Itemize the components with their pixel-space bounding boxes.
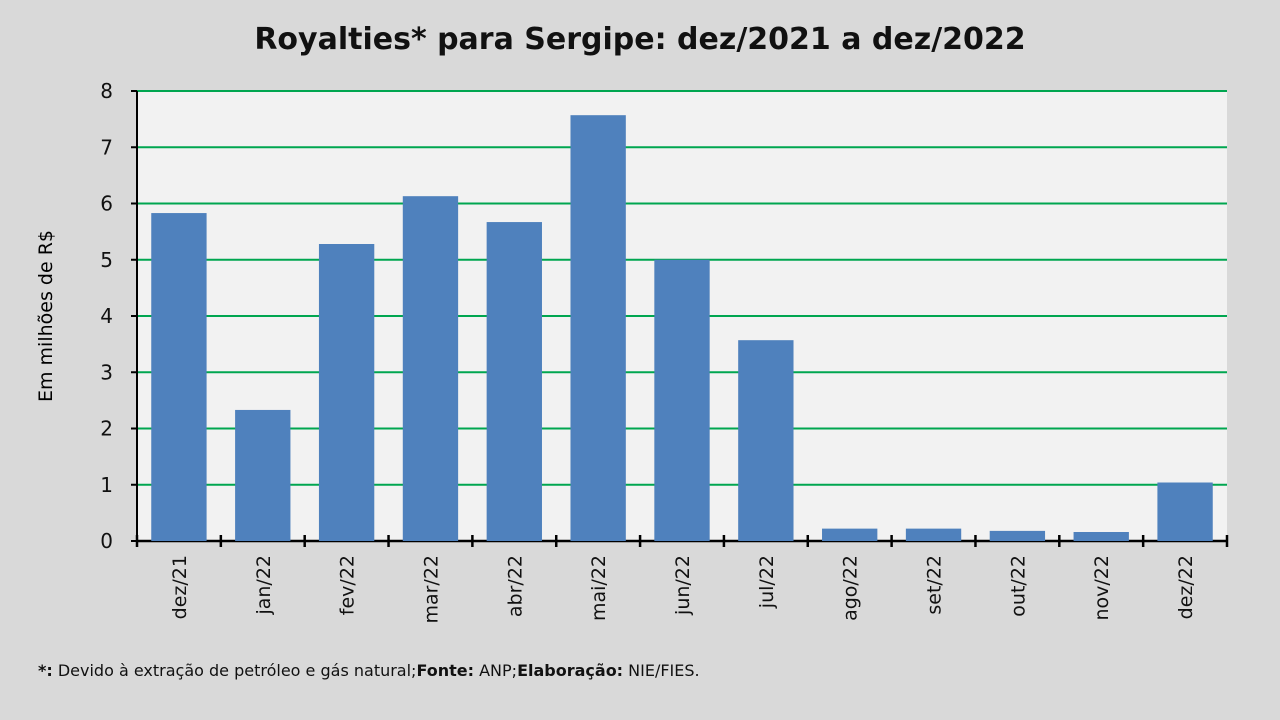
bar-mai-22 [570, 115, 626, 541]
chart-title: Royalties* para Sergipe: dez/2021 a dez/… [254, 22, 1026, 57]
bar-out-22 [989, 530, 1046, 541]
y-tick-label: 3 [100, 360, 113, 384]
bar-set-22 [905, 528, 962, 541]
bar-mar-22 [402, 196, 459, 541]
footnote-star-label: *: [38, 661, 53, 680]
y-tick-label: 8 [100, 79, 113, 103]
bar-ago-22 [822, 528, 878, 541]
y-tick-label: 4 [100, 304, 113, 328]
x-tick-label: abr/22 [504, 555, 526, 617]
bar-dez-21 [151, 213, 207, 541]
x-tick-label: mai/22 [588, 555, 610, 621]
x-tick-label: jun/22 [672, 555, 694, 616]
x-tick-label: out/22 [1007, 555, 1029, 617]
y-tick-label: 1 [100, 473, 113, 497]
bar-nov-22 [1073, 532, 1129, 541]
x-tick-label: jul/22 [756, 555, 778, 609]
x-tick-label: fev/22 [337, 555, 359, 615]
y-tick-label: 5 [100, 248, 113, 272]
x-tick-label: ago/22 [840, 555, 862, 621]
x-tick-label: set/22 [924, 555, 946, 615]
bar-abr-22 [486, 222, 542, 541]
footnote-source-label: Fonte: [416, 661, 475, 680]
bar-fev-22 [318, 244, 375, 541]
footnote-elab-text: NIE/FIES. [623, 661, 700, 680]
footnote-source-text: ANP; [474, 661, 518, 680]
footnote-star-text: Devido à extração de petróleo e gás natu… [52, 661, 417, 680]
footnote: *: Devido à extração de petróleo e gás n… [38, 661, 700, 680]
y-tick-label: 7 [100, 135, 113, 159]
bar-jan-22 [235, 409, 291, 541]
y-tick-label: 0 [100, 529, 113, 553]
bar-jun-22 [654, 259, 710, 541]
x-tick-label: mar/22 [420, 555, 442, 624]
x-tick-label: nov/22 [1091, 555, 1113, 621]
y-tick-label: 2 [100, 417, 113, 441]
x-tick-label: jan/22 [253, 555, 275, 616]
x-tick-label: dez/22 [1175, 555, 1197, 619]
bar-jul-22 [738, 340, 794, 541]
bar-dez-22 [1157, 482, 1213, 541]
x-tick-label: dez/21 [169, 555, 191, 619]
y-tick-label: 6 [100, 192, 113, 216]
footnote-elab-label: Elaboração: [517, 661, 624, 680]
